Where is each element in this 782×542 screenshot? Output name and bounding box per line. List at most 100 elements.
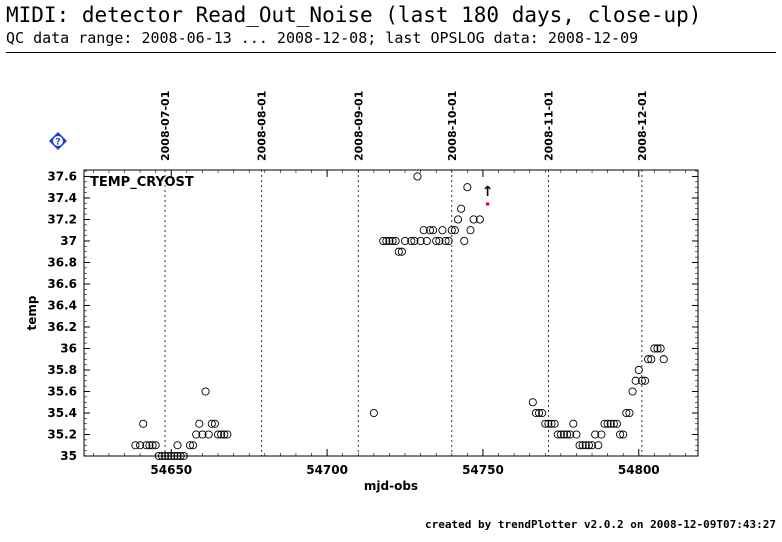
data-point bbox=[195, 419, 204, 428]
data-point bbox=[581, 441, 590, 450]
data-point bbox=[534, 408, 544, 418]
data-point bbox=[220, 430, 229, 439]
data-point bbox=[457, 204, 466, 213]
data-point bbox=[631, 376, 640, 385]
data-point bbox=[616, 430, 625, 439]
help-circle bbox=[53, 136, 63, 146]
y-tick-label: 35.4 bbox=[47, 406, 77, 420]
data-point bbox=[131, 441, 140, 450]
y-tick-label: 37 bbox=[60, 234, 77, 248]
data-point bbox=[148, 441, 157, 450]
data-point bbox=[189, 441, 198, 450]
title-divider bbox=[6, 52, 776, 53]
date-marker-label: 2008-10-01 bbox=[446, 91, 459, 161]
data-point bbox=[394, 247, 403, 256]
help-icon[interactable]: ? bbox=[49, 132, 67, 150]
y-tick-label: 35.6 bbox=[47, 384, 77, 398]
y-tick-label: 35.8 bbox=[47, 363, 77, 377]
data-point bbox=[438, 226, 447, 235]
x-tick-label: 54650 bbox=[150, 463, 192, 477]
data-point bbox=[435, 236, 444, 246]
data-point bbox=[600, 419, 609, 428]
date-marker-label: 2008-07-01 bbox=[159, 91, 172, 161]
data-point bbox=[466, 226, 475, 235]
page-subtitle: QC data range: 2008-06-13 ... 2008-12-08… bbox=[6, 29, 639, 47]
data-point bbox=[587, 441, 597, 450]
data-point bbox=[429, 226, 438, 235]
data-point bbox=[201, 387, 210, 396]
data-point bbox=[447, 226, 456, 235]
data-point bbox=[210, 419, 219, 428]
date-marker-label: 2008-08-01 bbox=[256, 91, 269, 161]
data-point bbox=[400, 236, 410, 246]
data-point bbox=[531, 408, 540, 418]
data-point bbox=[167, 451, 176, 461]
data-point bbox=[173, 451, 182, 461]
data-point bbox=[145, 441, 154, 450]
data-point bbox=[647, 355, 656, 364]
x-axis-label: mjd-obs bbox=[364, 479, 418, 493]
data-point bbox=[569, 419, 578, 428]
data-point bbox=[453, 215, 463, 224]
panel-label: TEMP_CRYOST bbox=[90, 175, 194, 190]
data-point bbox=[547, 419, 556, 428]
data-point bbox=[653, 344, 662, 353]
out-of-range-arrow: ↑ bbox=[482, 184, 494, 200]
data-point bbox=[463, 183, 472, 192]
data-point bbox=[151, 441, 160, 450]
data-point bbox=[391, 236, 400, 246]
data-point bbox=[612, 419, 622, 428]
help-question-mark: ? bbox=[55, 138, 60, 148]
data-point bbox=[369, 408, 378, 418]
data-point bbox=[659, 355, 668, 364]
data-point bbox=[136, 441, 145, 450]
page-title: MIDI: detector Read_Out_Noise (last 180 … bbox=[6, 3, 702, 27]
data-point bbox=[192, 430, 201, 439]
y-tick-label: 35.2 bbox=[47, 427, 77, 441]
y-tick-label: 37.6 bbox=[47, 169, 77, 183]
data-point bbox=[634, 365, 643, 375]
data-point bbox=[575, 441, 584, 450]
data-point bbox=[553, 430, 562, 439]
data-point bbox=[594, 441, 603, 450]
data-point bbox=[416, 236, 425, 246]
data-point bbox=[644, 355, 653, 364]
data-point bbox=[385, 236, 394, 246]
trend-chart: 2008-07-01 2008-08-01 2008-09-01 2008-10-01… bbox=[25, 91, 699, 493]
y-tick-label: 36.2 bbox=[47, 320, 77, 334]
data-point bbox=[444, 236, 453, 246]
data-point bbox=[185, 441, 195, 450]
data-point bbox=[198, 430, 207, 439]
data-point bbox=[650, 344, 659, 353]
y-axis-label: temp bbox=[25, 295, 39, 330]
data-point bbox=[628, 387, 637, 396]
data-point bbox=[578, 441, 587, 450]
data-point bbox=[223, 430, 232, 439]
data-point bbox=[176, 451, 185, 461]
data-point bbox=[173, 441, 182, 450]
data-point bbox=[425, 226, 435, 235]
data-point bbox=[460, 236, 469, 246]
data-point bbox=[563, 430, 572, 439]
data-point bbox=[217, 430, 226, 439]
data-point bbox=[656, 344, 665, 353]
data-point bbox=[154, 451, 163, 461]
data-point bbox=[597, 430, 606, 439]
data-point bbox=[528, 398, 537, 407]
data-point bbox=[139, 419, 148, 428]
data-point bbox=[538, 408, 547, 418]
data-point bbox=[407, 236, 416, 246]
x-tick-label: 54700 bbox=[306, 463, 348, 477]
data-point bbox=[397, 247, 406, 256]
data-point bbox=[591, 430, 600, 439]
data-point bbox=[207, 419, 216, 428]
data-point bbox=[637, 376, 646, 385]
plot-frame bbox=[83, 169, 699, 457]
data-point bbox=[544, 419, 553, 428]
data-point bbox=[422, 236, 431, 246]
data-point bbox=[606, 419, 615, 428]
x-tick-label: 54800 bbox=[618, 463, 660, 477]
data-point bbox=[160, 451, 170, 461]
date-marker-label: 2008-11-01 bbox=[542, 91, 555, 161]
data-point bbox=[413, 172, 422, 181]
